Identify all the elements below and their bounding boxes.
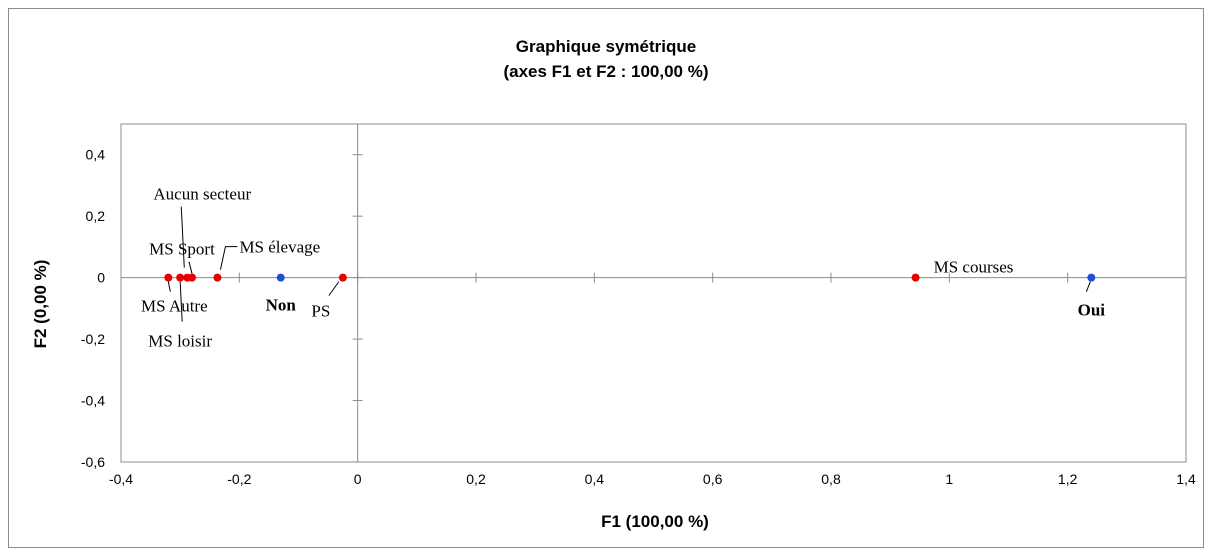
y-tick-label: -0,4 — [81, 393, 105, 409]
point-labels: MS Autre MS loisir Aucun secteur MS Sport MS… — [141, 185, 1105, 351]
point-label: MS loisir — [148, 332, 212, 351]
leader-line — [219, 246, 238, 270]
point-label: MS courses — [934, 258, 1014, 277]
ticks: -0,4 -0,2 0 0,2 0,4 0,6 0,8 1 1,2 1,4-0,6-0,4-0,2… — [81, 147, 1196, 487]
x-tick-label: 0,8 — [821, 471, 841, 487]
label-leader-lines — [167, 206, 1091, 322]
data-points — [164, 273, 1096, 282]
chart-title: Graphique symétrique — [515, 37, 697, 56]
leader-line — [179, 281, 183, 322]
leader-line — [188, 261, 193, 274]
data-point — [338, 273, 347, 282]
x-tick-label: 0,4 — [585, 471, 605, 487]
y-axis-title: F2 (0,00 %) — [31, 260, 50, 349]
point-label: Oui — [1078, 301, 1106, 320]
plot-area — [120, 123, 1187, 463]
data-point — [164, 273, 173, 282]
data-point — [911, 273, 920, 282]
leader-line — [1085, 281, 1091, 292]
point-label: MS Sport — [149, 240, 215, 259]
axes — [121, 124, 1186, 462]
data-point — [1087, 273, 1096, 282]
plot-border — [120, 123, 1187, 463]
leader-line — [167, 281, 171, 292]
y-tick-label: -0,6 — [81, 454, 105, 470]
point-label: PS — [311, 302, 330, 321]
point-label: Aucun secteur — [153, 185, 251, 204]
point-label: Non — [266, 296, 297, 315]
leader-line — [328, 281, 340, 296]
x-tick-label: 0,6 — [703, 471, 723, 487]
point-label: MS Autre — [141, 297, 208, 316]
x-tick-label: 1 — [945, 471, 953, 487]
data-point — [213, 273, 222, 282]
leader-line — [180, 206, 185, 268]
x-tick-label: -0,4 — [109, 471, 133, 487]
x-tick-label: 0 — [354, 471, 362, 487]
y-tick-label: 0 — [97, 270, 105, 286]
data-point — [176, 273, 185, 282]
y-tick-label: 0,4 — [86, 147, 106, 163]
x-axis-title: F1 (100,00 %) — [601, 512, 709, 531]
y-tick-label: -0,2 — [81, 331, 105, 347]
x-tick-label: -0,2 — [227, 471, 251, 487]
x-tick-label: 1,4 — [1176, 471, 1196, 487]
data-point — [276, 273, 285, 282]
y-tick-label: 0,2 — [86, 208, 106, 224]
x-tick-label: 1,2 — [1058, 471, 1078, 487]
chart-subtitle: (axes F1 et F2 : 100,00 %) — [503, 62, 709, 81]
point-label: MS élevage — [239, 238, 320, 257]
x-tick-label: 0,2 — [466, 471, 486, 487]
data-point — [188, 273, 196, 282]
